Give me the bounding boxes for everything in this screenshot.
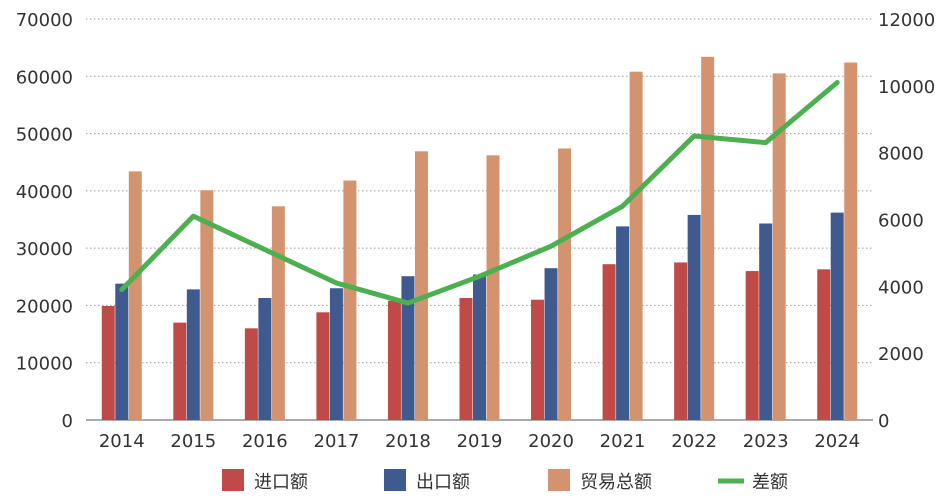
bar-import (674, 262, 688, 420)
right-y-axis: 0 2000 4000 6000 8000 10000 12000 (878, 10, 935, 432)
balance-line (119, 79, 840, 306)
legend-swatch (222, 469, 244, 491)
bar-total (343, 180, 357, 420)
bar-import (745, 271, 759, 420)
x-tick-label: 2018 (385, 431, 431, 452)
bar-total (629, 71, 643, 421)
bar-export (473, 274, 486, 420)
x-tick-label: 2017 (314, 431, 360, 452)
bar-import (316, 312, 330, 420)
bar-import (531, 299, 545, 420)
legend-label: 贸易总额 (580, 472, 652, 493)
right-y-tick-label: 12000 (878, 10, 935, 31)
left-y-tick-label: 10000 (16, 354, 73, 375)
bar-export (687, 214, 701, 420)
bar-import (173, 322, 187, 420)
bar-export (258, 297, 272, 420)
left-y-tick-label: 30000 (16, 239, 73, 260)
bar-total (701, 56, 715, 421)
right-y-tick-label: 4000 (878, 277, 924, 298)
bar-export (759, 223, 773, 420)
bar-import (817, 269, 831, 420)
bar-import (602, 264, 616, 420)
x-tick-label: 2019 (457, 431, 503, 452)
bar-export (329, 288, 343, 420)
bar-import (387, 300, 401, 420)
legend-swatch (384, 469, 406, 491)
bar-total (271, 206, 285, 420)
x-tick-label: 2015 (170, 431, 216, 452)
right-y-tick-label: 6000 (878, 211, 924, 232)
bar-export (616, 226, 630, 420)
left-y-tick-label: 0 (62, 411, 73, 432)
right-y-tick-label: 8000 (878, 144, 924, 165)
x-tick-label: 2020 (528, 431, 574, 452)
x-axis: 2014 2015 2016 2017 2018 2019 2020 2021 2022 2023… (99, 431, 860, 452)
right-y-tick-label: 10000 (878, 77, 935, 98)
bar-import (101, 306, 115, 420)
bar-total (486, 155, 500, 420)
left-y-tick-label: 60000 (16, 67, 73, 88)
bar-export (186, 289, 200, 420)
x-tick-label: 2024 (814, 431, 860, 452)
right-y-tick-label: 0 (878, 411, 889, 432)
bar-total (558, 148, 572, 421)
x-tick-label: 2014 (99, 431, 145, 452)
bar-total (128, 171, 142, 420)
left-y-axis: 0 10000 20000 30000 40000 50000 60000 70000 (16, 10, 73, 432)
bar-total (772, 73, 786, 421)
left-y-tick-label: 50000 (16, 125, 73, 146)
legend-label: 出口额 (416, 472, 470, 493)
bar-total (844, 62, 858, 421)
left-y-tick-label: 20000 (16, 296, 73, 317)
bar-import (244, 328, 258, 420)
bar-total (414, 151, 428, 420)
legend-label: 差额 (752, 472, 788, 493)
legend-label: 进口额 (254, 472, 308, 493)
bar-export (830, 212, 844, 420)
legend: 进口额 出口额 贸易总额 差额 (222, 469, 788, 493)
x-tick-label: 2016 (242, 431, 288, 452)
bar-total (200, 190, 214, 420)
bar-import (459, 297, 473, 420)
bar-export (401, 276, 415, 420)
right-y-tick-label: 2000 (878, 344, 924, 365)
left-y-tick-label: 40000 (16, 182, 73, 203)
bar-export (544, 268, 558, 420)
legend-swatch (548, 469, 570, 491)
x-tick-label: 2023 (743, 431, 789, 452)
bar-series-group (101, 56, 858, 421)
bar-export (115, 283, 129, 420)
x-tick-label: 2021 (600, 431, 646, 452)
x-tick-label: 2022 (671, 431, 717, 452)
line-series-group (119, 79, 840, 306)
left-y-tick-label: 70000 (16, 10, 73, 31)
